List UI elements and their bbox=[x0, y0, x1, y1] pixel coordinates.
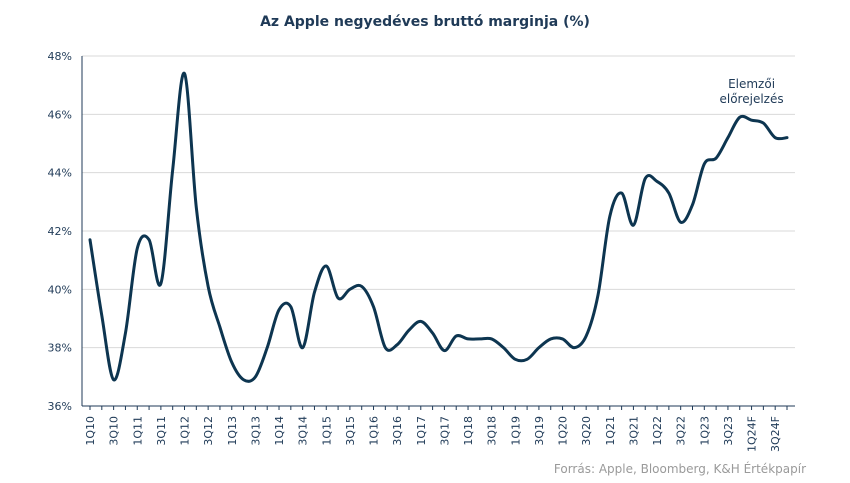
x-tick-label: 1Q16 bbox=[368, 416, 381, 446]
x-tick-label: 1Q22 bbox=[651, 416, 664, 446]
x-tick-labels: 1Q10 3Q10 1Q11 3Q11 1Q12 3Q12 1Q13 3Q13 1Q14 3Q14… bbox=[84, 416, 782, 452]
x-tick-label: 1Q15 bbox=[320, 416, 333, 446]
x-tick-label: 3Q13 bbox=[249, 416, 262, 446]
x-tick-label: 1Q19 bbox=[509, 416, 522, 446]
x-tick-label: 3Q11 bbox=[155, 416, 168, 446]
x-tick-label: 1Q17 bbox=[415, 416, 428, 446]
x-tick-label: 3Q24F bbox=[769, 416, 782, 452]
x-tick-label: 3Q21 bbox=[627, 416, 640, 446]
x-tick-label: 3Q23 bbox=[722, 416, 735, 446]
x-tick-label: 1Q11 bbox=[131, 416, 144, 446]
source-note: Forrás: Apple, Bloomberg, K&H Értékpapír bbox=[553, 462, 806, 476]
x-tick-label: 1Q14 bbox=[273, 416, 286, 446]
y-tick-labels: 36% 38% 40% 42% 44% 46% 48% bbox=[48, 50, 72, 413]
y-tick-label: 42% bbox=[48, 225, 72, 238]
y-tick-label: 44% bbox=[48, 167, 72, 180]
x-tick-label: 1Q18 bbox=[462, 416, 475, 446]
x-tick-label: 3Q14 bbox=[297, 416, 310, 446]
axes bbox=[81, 56, 795, 410]
y-tick-label: 40% bbox=[48, 283, 72, 296]
x-tick-label: 3Q15 bbox=[344, 416, 357, 446]
x-tick-label: 3Q22 bbox=[675, 416, 688, 446]
x-tick-label: 3Q19 bbox=[533, 416, 546, 446]
x-tick-label: 1Q12 bbox=[179, 416, 192, 446]
chart-title: Az Apple negyedéves bruttó marginja (%) bbox=[260, 14, 590, 30]
annotation-label: előrejelzés bbox=[720, 92, 784, 106]
y-tick-label: 38% bbox=[48, 342, 72, 355]
x-tick-label: 3Q12 bbox=[202, 416, 215, 446]
x-tick-label: 1Q13 bbox=[226, 416, 239, 446]
y-tick-label: 36% bbox=[48, 400, 72, 413]
x-tick-label: 3Q16 bbox=[391, 416, 404, 446]
x-tick-label: 1Q21 bbox=[604, 416, 617, 446]
x-tick-label: 1Q23 bbox=[698, 416, 711, 446]
x-tick-label: 1Q20 bbox=[557, 416, 570, 446]
x-tick-label: 3Q10 bbox=[108, 416, 121, 446]
x-tick-label: 1Q10 bbox=[84, 416, 97, 446]
x-tick-label: 3Q20 bbox=[580, 416, 593, 446]
annotation-label: Elemzői bbox=[728, 77, 775, 91]
x-tick-label: 3Q18 bbox=[486, 416, 499, 446]
series-layer bbox=[88, 71, 789, 383]
x-tick-label: 1Q24F bbox=[746, 416, 759, 452]
gridlines bbox=[82, 55, 795, 349]
y-tick-label: 48% bbox=[48, 50, 72, 63]
y-tick-label: 46% bbox=[48, 108, 72, 121]
series-line bbox=[88, 71, 789, 383]
x-tick-label: 3Q17 bbox=[438, 416, 451, 446]
